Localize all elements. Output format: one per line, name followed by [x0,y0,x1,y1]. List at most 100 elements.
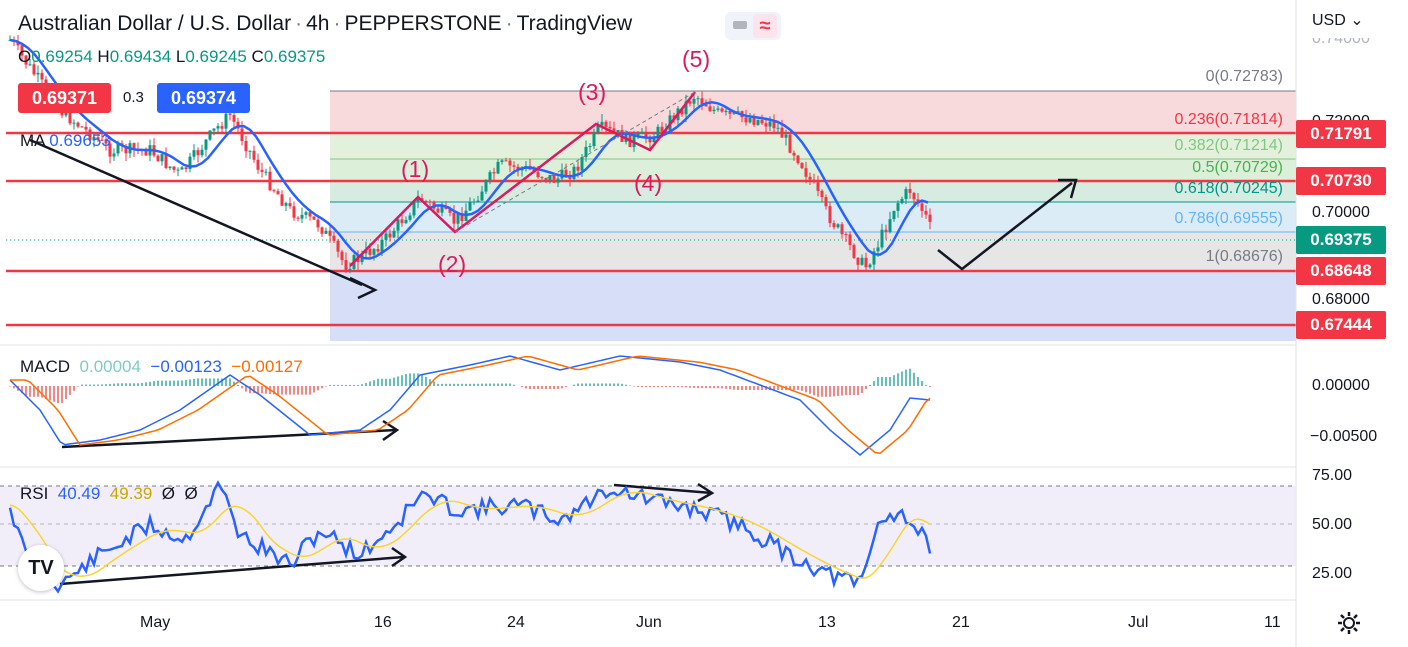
macd-histogram-bar [837,386,839,396]
macd-histogram-bar [673,386,675,388]
macd-legend[interactable]: MACD 0.00004 −0.00123 −0.00127 [20,357,303,376]
settings-gear-icon[interactable] [1336,610,1362,636]
macd-histogram-bar [137,383,139,386]
symbol-name[interactable]: Australian Dollar / U.S. Dollar [18,12,292,35]
macd-histogram-bar [777,386,779,391]
market-status-toggle[interactable]: ≈ [725,12,781,40]
candle-body [692,98,696,104]
macd-histogram-bar [697,386,699,389]
macd-histogram-bar [101,384,103,386]
candle-body [288,203,292,207]
candle-body [388,233,392,238]
candle-body [332,235,336,241]
macd-histogram-bar [873,381,875,386]
candle-body [84,126,88,130]
macd-histogram-bar [61,386,63,404]
time-tick: 21 [952,614,970,631]
candle-body [216,126,220,129]
candle-body [500,160,504,162]
candle-body [240,128,244,142]
macd-histogram-bar [633,386,635,387]
macd-histogram-bar [749,386,751,391]
rsi-legend[interactable]: RSI 40.49 49.39 Ø Ø [20,484,198,503]
macd-histogram-bar [185,379,187,386]
macd-histogram-bar [609,383,611,386]
elliott-wave-lines[interactable] [349,91,696,267]
candle-body [384,233,388,240]
price-label[interactable]: 0.67444 [1296,311,1386,339]
macd-histogram-bar [25,386,27,396]
candle-body [724,110,728,112]
macd-histogram-bar [309,386,311,395]
macd-histogram-bar [509,383,511,386]
candle-body [492,172,496,174]
macd-histogram-bar [521,386,523,388]
macd-histogram-bar [925,385,927,386]
macd-histogram-bar [817,386,819,397]
candle-body [408,215,412,220]
ma-legend[interactable]: MA 0.69653 [20,131,111,150]
macd-histogram-bar [345,384,347,386]
candle-body [208,130,212,140]
candle-body [816,182,820,191]
macd-line [9,355,931,456]
candle-body [184,167,188,170]
candle-body [852,244,856,258]
macd-histogram-bar [853,386,855,395]
candle-body [752,118,756,125]
fibonacci-retracement[interactable] [330,90,1296,341]
candle-body [912,192,916,200]
macd-histogram-bar [13,386,15,389]
macd-histogram-bar [661,386,663,388]
macd-histogram-bar [869,385,871,386]
candle-body [720,108,724,112]
symbol-header[interactable]: Australian Dollar / U.S. Dollar · 4h · PEPPE… [18,12,633,35]
macd-histogram-bar [781,386,783,391]
macd-histogram-bar [281,386,283,395]
candle-body [344,260,348,270]
macd-histogram-bar [625,384,627,386]
macd-histogram-bar [497,383,499,386]
fib-label: 0.5(0.70729) [1192,159,1283,176]
buy-button[interactable]: 0.69374 [157,83,251,113]
time-tick: 13 [818,614,836,631]
candle-body [856,257,860,265]
macd-value: −0.00123 [150,357,222,376]
ma-line[interactable] [9,38,929,260]
macd-histogram-bar [57,386,59,404]
price-label[interactable]: 0.70730 [1296,167,1386,195]
macd-histogram-bar [621,383,623,386]
currency-selector[interactable]: USD ⌄ [1312,12,1364,29]
candle-body [556,178,560,183]
candle-body [612,128,616,133]
candle-body [448,208,452,213]
drawing-arrows[interactable] [29,138,1078,586]
collapse-icon[interactable] [733,21,747,29]
candle-body [736,111,740,113]
candle-body [368,248,372,255]
macd-histogram-bar [513,384,515,386]
candle-body [660,126,664,132]
last-price-label[interactable]: 0.69375 [1296,226,1386,254]
tradingview-logo-icon[interactable]: TV [18,545,64,591]
price-label[interactable]: 0.71791 [1296,120,1386,148]
candle-body [348,268,352,270]
macd-histogram-bar [797,386,799,391]
price-label[interactable]: 0.68648 [1296,257,1386,285]
candle-body [512,165,516,167]
candle-body [908,188,912,193]
macd-histogram-bar [893,375,895,386]
delayed-data-icon[interactable]: ≈ [753,14,777,38]
candle-body [640,131,644,134]
macd-histogram-bar [321,386,323,389]
interval[interactable]: 4h [306,12,330,35]
candle-body [800,163,804,169]
candle-body [144,149,148,156]
fib-label: 0.786(0.69555) [1174,210,1283,227]
horizontal-levels[interactable] [6,131,1296,327]
macd-histogram-bar [885,377,887,386]
sell-button[interactable]: 0.69371 [18,83,112,113]
price-tick: 0.74000 [1312,30,1370,47]
